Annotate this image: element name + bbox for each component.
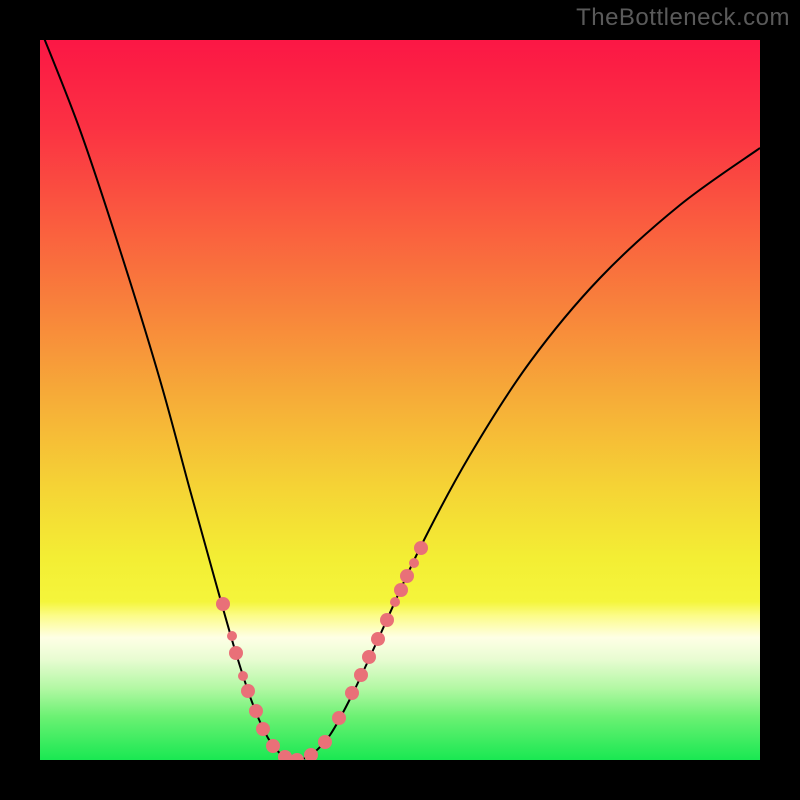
data-dot	[229, 646, 243, 660]
data-dot	[362, 650, 376, 664]
data-dot	[216, 597, 230, 611]
data-dots	[216, 541, 428, 760]
data-dot	[400, 569, 414, 583]
data-dot	[371, 632, 385, 646]
data-dot	[266, 739, 280, 753]
data-dot	[241, 684, 255, 698]
data-dot	[249, 704, 263, 718]
data-dot	[227, 631, 237, 641]
data-dot	[354, 668, 368, 682]
data-dot	[390, 597, 400, 607]
data-dot	[332, 711, 346, 725]
data-dot	[318, 735, 332, 749]
plot-area	[40, 40, 760, 760]
data-dot	[409, 558, 419, 568]
data-dot	[345, 686, 359, 700]
data-dot	[414, 541, 428, 555]
data-dot	[394, 583, 408, 597]
data-dot	[278, 750, 292, 760]
data-dot	[290, 753, 304, 760]
data-dot	[256, 722, 270, 736]
chart-svg	[40, 40, 760, 760]
data-dot	[238, 671, 248, 681]
bottleneck-curve	[40, 40, 760, 760]
data-dot	[380, 613, 394, 627]
watermark-text: TheBottleneck.com	[576, 4, 790, 32]
